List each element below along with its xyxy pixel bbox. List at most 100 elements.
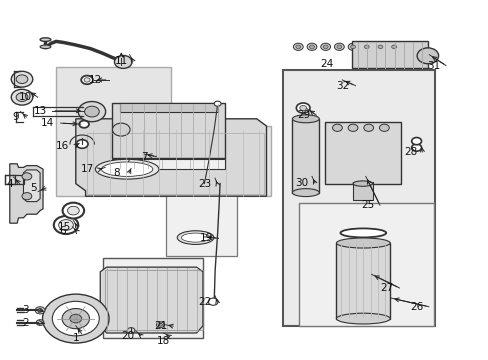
Text: 22: 22 (197, 297, 211, 307)
Text: 5: 5 (30, 183, 37, 193)
Bar (325, 122, 400, 184)
Polygon shape (76, 119, 266, 196)
Text: 25: 25 (360, 200, 374, 210)
Circle shape (363, 124, 373, 131)
Bar (102, 258, 203, 338)
Text: 19: 19 (199, 233, 213, 243)
Text: 14: 14 (41, 118, 55, 128)
Bar (166, 189, 237, 256)
Polygon shape (23, 170, 40, 202)
Bar (352, 182, 372, 200)
Circle shape (70, 314, 81, 323)
Circle shape (42, 294, 109, 343)
Ellipse shape (292, 115, 319, 123)
Circle shape (361, 43, 371, 50)
Circle shape (76, 140, 88, 148)
Text: 16: 16 (56, 141, 69, 151)
Circle shape (158, 323, 162, 326)
Text: 13: 13 (33, 106, 47, 116)
Text: 20: 20 (122, 330, 134, 341)
Text: 18: 18 (157, 336, 170, 346)
Circle shape (309, 45, 314, 49)
Circle shape (336, 45, 341, 49)
Circle shape (208, 298, 218, 305)
Text: 27: 27 (380, 283, 393, 293)
Text: 30: 30 (295, 178, 308, 188)
Circle shape (79, 121, 89, 128)
Circle shape (38, 309, 42, 312)
Bar (351, 41, 427, 68)
Ellipse shape (177, 231, 214, 244)
Bar (299, 203, 433, 326)
Ellipse shape (336, 313, 389, 324)
Circle shape (62, 203, 84, 219)
Polygon shape (100, 267, 203, 333)
Text: 9: 9 (12, 112, 19, 122)
Bar (292, 119, 319, 193)
Bar (282, 70, 434, 326)
Circle shape (36, 320, 44, 325)
Circle shape (16, 75, 28, 84)
Ellipse shape (181, 233, 209, 242)
Circle shape (411, 138, 421, 145)
Circle shape (391, 45, 396, 49)
Circle shape (112, 123, 130, 136)
Circle shape (156, 322, 164, 328)
Circle shape (84, 106, 99, 117)
Circle shape (296, 103, 309, 113)
Ellipse shape (102, 162, 152, 176)
Bar (112, 103, 224, 158)
Text: 26: 26 (409, 302, 423, 312)
Circle shape (81, 76, 93, 84)
Circle shape (332, 124, 342, 131)
Text: 3: 3 (22, 305, 29, 315)
Ellipse shape (340, 229, 386, 238)
Ellipse shape (40, 45, 51, 49)
Text: 8: 8 (113, 168, 120, 178)
Text: 24: 24 (319, 59, 333, 69)
Bar (105, 270, 203, 330)
Polygon shape (10, 164, 43, 223)
Text: 31: 31 (427, 60, 440, 71)
Circle shape (350, 45, 355, 49)
Circle shape (306, 43, 316, 50)
Text: 32: 32 (336, 81, 349, 91)
Text: 23: 23 (197, 179, 211, 189)
Text: 7: 7 (141, 152, 147, 162)
Circle shape (11, 71, 33, 87)
Circle shape (78, 102, 105, 122)
Circle shape (62, 309, 89, 329)
Polygon shape (56, 67, 271, 196)
Bar (336, 243, 389, 319)
Text: 17: 17 (80, 164, 94, 174)
Circle shape (320, 43, 330, 50)
Circle shape (127, 328, 135, 333)
Circle shape (347, 43, 357, 50)
Circle shape (84, 78, 90, 82)
Circle shape (293, 43, 303, 50)
Text: 2: 2 (22, 318, 29, 328)
Text: 29: 29 (297, 110, 310, 120)
Circle shape (11, 89, 33, 105)
Circle shape (323, 45, 327, 49)
Text: 4: 4 (6, 179, 13, 189)
Bar (87, 133, 264, 194)
Text: 1: 1 (72, 333, 79, 343)
Circle shape (52, 301, 99, 336)
Bar (112, 159, 224, 169)
Text: 11: 11 (114, 56, 128, 66)
Circle shape (411, 144, 421, 151)
Circle shape (54, 216, 78, 234)
Circle shape (375, 43, 385, 50)
Text: 15: 15 (58, 222, 71, 232)
Ellipse shape (352, 181, 372, 186)
Ellipse shape (336, 238, 389, 248)
Circle shape (299, 105, 306, 111)
Text: 12: 12 (88, 75, 102, 85)
Circle shape (214, 101, 221, 106)
Circle shape (379, 124, 388, 131)
Ellipse shape (95, 159, 159, 179)
Circle shape (114, 55, 132, 68)
Circle shape (334, 43, 344, 50)
Text: 28: 28 (403, 147, 417, 157)
